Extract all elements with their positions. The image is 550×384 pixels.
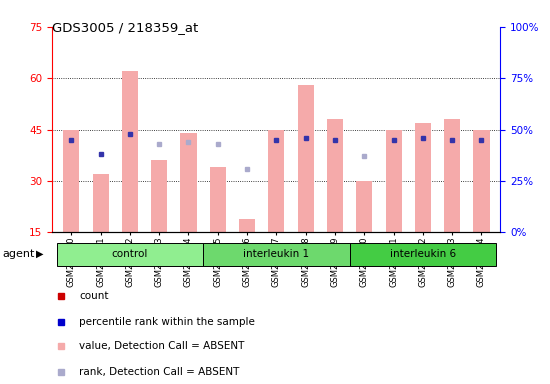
Bar: [122, 71, 138, 232]
Bar: [386, 130, 401, 232]
Bar: [474, 130, 490, 232]
Text: rank, Detection Call = ABSENT: rank, Detection Call = ABSENT: [79, 367, 239, 377]
Bar: [151, 161, 167, 232]
Bar: [415, 123, 431, 232]
Bar: [298, 85, 313, 232]
Bar: [350, 243, 496, 266]
Bar: [268, 130, 284, 232]
Bar: [63, 130, 79, 232]
Bar: [203, 243, 350, 266]
Text: interleukin 6: interleukin 6: [390, 249, 456, 259]
Bar: [210, 167, 226, 232]
Text: GDS3005 / 218359_at: GDS3005 / 218359_at: [52, 21, 199, 34]
Bar: [57, 243, 203, 266]
Text: agent: agent: [3, 249, 35, 259]
Text: value, Detection Call = ABSENT: value, Detection Call = ABSENT: [79, 341, 245, 351]
Text: ▶: ▶: [36, 249, 43, 259]
Bar: [239, 218, 255, 232]
Text: count: count: [79, 291, 109, 301]
Bar: [356, 181, 372, 232]
Text: control: control: [112, 249, 148, 259]
Text: percentile rank within the sample: percentile rank within the sample: [79, 317, 255, 327]
Text: interleukin 1: interleukin 1: [243, 249, 310, 259]
Bar: [180, 133, 196, 232]
Bar: [92, 174, 109, 232]
Bar: [327, 119, 343, 232]
Bar: [444, 119, 460, 232]
